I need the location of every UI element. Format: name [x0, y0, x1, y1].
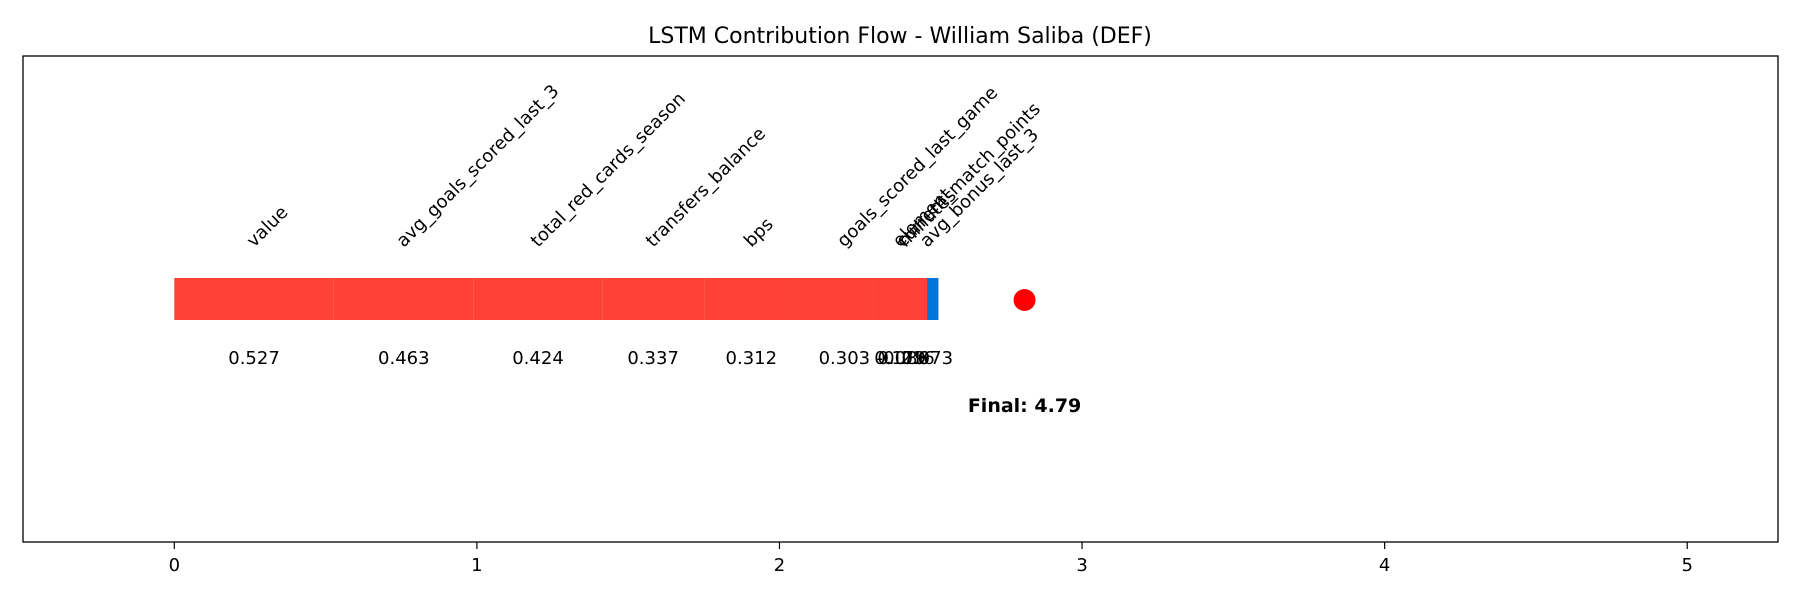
- bars-layer: [174, 278, 939, 320]
- chart-title: LSTM Contribution Flow - William Saliba …: [648, 24, 1152, 49]
- x-tick-label-2: 2: [774, 555, 785, 576]
- x-tick-label-3: 3: [1076, 555, 1087, 576]
- value-label-avg_bonus_last_3: 0.073: [902, 348, 954, 369]
- value-label-bps: 0.312: [726, 348, 778, 369]
- bar-avg_goals_scored_last_3: [333, 278, 474, 320]
- bar-value: [174, 278, 334, 320]
- x-tick-label-5: 5: [1681, 555, 1692, 576]
- value-label-current_match_points: 0.086: [877, 348, 929, 369]
- bar-element: [872, 278, 928, 320]
- value-label-minutes: -0.216: [877, 348, 935, 369]
- bar-total_red_cards_season: [473, 278, 603, 320]
- value-label-element: 0.179: [874, 348, 926, 369]
- bar-transfers_balance: [602, 278, 705, 320]
- feature-label-value: value: [243, 202, 293, 252]
- value-label-value: 0.527: [228, 348, 280, 369]
- x-tick-label-1: 1: [471, 555, 482, 576]
- feature-label-bps: bps: [740, 214, 778, 252]
- plot-frame: [22, 55, 1779, 543]
- value-label-goals_scored_last_game: 0.303: [819, 348, 871, 369]
- x-tick-label-4: 4: [1379, 555, 1390, 576]
- final-marker: [1013, 289, 1036, 311]
- value-label-total_red_cards_season: 0.424: [512, 348, 564, 369]
- value-labels-layer: 0.527 0.463 0.424 0.337 0.312 0.303 0.0860.073…: [228, 348, 953, 369]
- value-label-avg_goals_scored_last_3: 0.463: [378, 348, 430, 369]
- value-label-transfers_balance: 0.337: [627, 348, 679, 369]
- feature-labels-layer: value avg_goals_scored_last_3total_red_ca…: [243, 81, 1045, 252]
- x-axis-ticks: 0 1 2 3 4 5: [169, 542, 1693, 576]
- x-tick-label-0: 0: [169, 555, 180, 576]
- final-label: Final: 4.79: [968, 395, 1081, 417]
- bar-bps: [704, 278, 799, 320]
